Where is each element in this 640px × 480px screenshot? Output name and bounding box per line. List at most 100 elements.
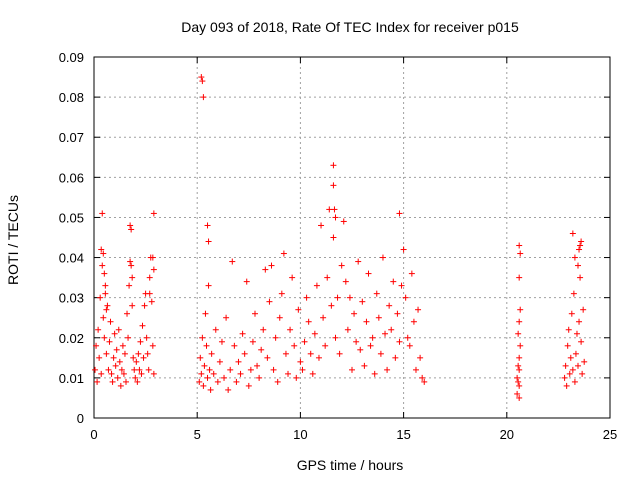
data-point	[299, 366, 306, 373]
data-point	[516, 354, 523, 361]
data-point	[94, 378, 101, 385]
data-point	[320, 314, 327, 321]
data-point	[346, 294, 353, 301]
data-point	[208, 350, 215, 357]
data-point	[400, 246, 407, 253]
data-point	[107, 318, 114, 325]
data-point	[113, 346, 120, 353]
data-point	[200, 94, 207, 101]
data-point	[128, 262, 135, 269]
data-point	[146, 274, 153, 281]
data-point	[212, 326, 219, 333]
data-point	[516, 366, 523, 373]
data-point	[136, 366, 143, 373]
data-point	[365, 270, 372, 277]
data-point	[396, 210, 403, 217]
data-point	[338, 262, 345, 269]
data-point	[256, 374, 263, 381]
data-point	[266, 298, 273, 305]
data-point	[137, 338, 144, 345]
data-point	[326, 206, 333, 213]
data-point	[517, 342, 524, 349]
data-point	[135, 350, 142, 357]
data-point	[251, 310, 258, 317]
data-point	[92, 366, 99, 373]
x-tick-label: 20	[500, 427, 514, 442]
data-point	[207, 386, 214, 393]
data-point	[235, 358, 242, 365]
data-point	[198, 74, 205, 81]
data-point	[199, 334, 206, 341]
data-point	[221, 374, 228, 381]
data-point	[262, 266, 269, 273]
data-point	[205, 282, 212, 289]
data-point	[367, 342, 374, 349]
data-point	[573, 330, 580, 337]
data-point	[297, 358, 304, 365]
data-point	[199, 78, 206, 85]
data-point	[514, 390, 521, 397]
x-tick-label: 5	[194, 427, 201, 442]
data-point	[127, 222, 134, 229]
data-point	[150, 370, 157, 377]
data-point	[355, 258, 362, 265]
y-tick-label: 0.05	[59, 210, 84, 225]
x-tick-label: 10	[293, 427, 307, 442]
data-point	[324, 274, 331, 281]
data-point	[373, 290, 380, 297]
data-point	[357, 346, 364, 353]
data-point	[421, 378, 428, 385]
data-point	[97, 294, 104, 301]
data-point	[516, 394, 523, 401]
data-point	[384, 366, 391, 373]
data-point	[260, 326, 267, 333]
data-point	[377, 350, 384, 357]
data-point	[146, 290, 153, 297]
data-point	[382, 330, 389, 337]
data-point	[247, 366, 254, 373]
data-point	[375, 314, 382, 321]
data-point	[225, 386, 232, 393]
data-point	[307, 350, 314, 357]
data-point	[133, 358, 140, 365]
data-point	[119, 342, 126, 349]
data-point	[132, 374, 139, 381]
data-point	[239, 330, 246, 337]
data-point	[575, 362, 582, 369]
data-point	[128, 226, 135, 233]
axis-ticks	[93, 56, 611, 419]
data-point	[291, 342, 298, 349]
data-point	[406, 342, 413, 349]
data-point	[140, 354, 147, 361]
data-point	[278, 290, 285, 297]
data-point	[402, 294, 409, 301]
data-point	[332, 334, 339, 341]
data-point	[109, 378, 116, 385]
data-point	[392, 354, 399, 361]
data-point	[102, 282, 109, 289]
data-point	[108, 370, 115, 377]
data-point	[210, 370, 217, 377]
data-point	[280, 250, 287, 257]
data-point	[334, 294, 341, 301]
data-point	[104, 302, 111, 309]
data-point	[566, 370, 573, 377]
data-point	[322, 342, 329, 349]
data-points	[92, 74, 588, 401]
data-point	[126, 282, 133, 289]
data-point	[237, 370, 244, 377]
data-point	[340, 218, 347, 225]
data-point	[342, 278, 349, 285]
data-point	[218, 338, 225, 345]
data-point	[309, 370, 316, 377]
data-point	[105, 366, 112, 373]
data-point	[103, 306, 110, 313]
data-point	[332, 214, 339, 221]
data-point	[264, 354, 271, 361]
data-point	[117, 382, 124, 389]
data-point	[330, 234, 337, 241]
data-point	[569, 366, 576, 373]
data-point	[515, 330, 522, 337]
data-point	[102, 290, 109, 297]
